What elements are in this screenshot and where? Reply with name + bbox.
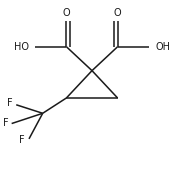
Text: F: F: [19, 135, 24, 145]
Text: HO: HO: [14, 42, 29, 52]
Text: O: O: [114, 8, 121, 18]
Text: F: F: [3, 118, 8, 128]
Text: F: F: [8, 98, 13, 108]
Text: O: O: [63, 8, 70, 18]
Text: OH: OH: [155, 42, 170, 52]
